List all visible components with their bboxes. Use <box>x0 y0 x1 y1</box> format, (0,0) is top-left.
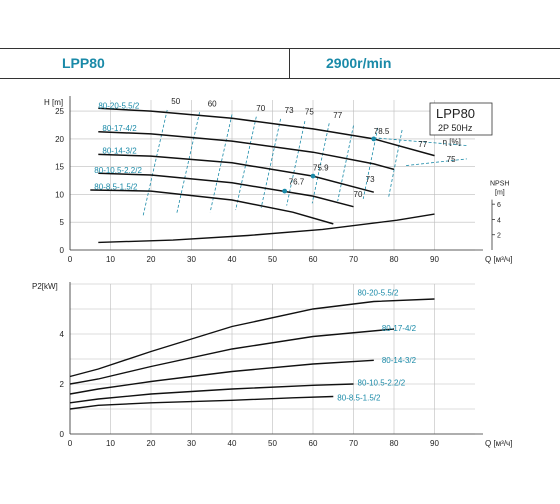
x-tick-label: 0 <box>68 439 73 448</box>
x-tick-label: 10 <box>106 439 115 448</box>
legend-box-title: LPP80 <box>436 106 475 121</box>
y-axis-label: H [m] <box>44 98 63 107</box>
header-top-rule <box>0 48 560 49</box>
series-label: 80-14-3/2 <box>382 356 417 365</box>
npsh-tick-label: 4 <box>497 217 501 224</box>
series-label: 80-8.5-1.5/2 <box>337 393 381 402</box>
npsh-label: NPSH <box>490 181 509 188</box>
head-chart: 0 10 20 30 40 50 60 70 80 90 0 5 10 15 20 25H [m] Q [м³/… <box>44 96 512 264</box>
series-label: 80-10.5-2.2/2 <box>94 166 142 175</box>
npsh-tick-label: 6 <box>497 202 501 209</box>
efficiency-iso-line <box>286 121 306 206</box>
x-tick-label: 80 <box>390 439 399 448</box>
x-tick-label: 60 <box>309 255 318 264</box>
efficiency-label: 77 <box>418 140 427 149</box>
efficiency-label: 75.9 <box>313 164 329 173</box>
series-label: 80-20-5.5/2 <box>358 288 399 297</box>
power-chart: 0 10 20 30 40 50 60 70 80 90 0 2 4 P2[kW] Q [м³/ч] 80-2… <box>32 282 512 448</box>
x-tick-label: 20 <box>147 439 156 448</box>
power-curve-line <box>69 359 374 395</box>
header-bar: LPP80 2900r/min <box>0 48 560 79</box>
efficiency-label: 50 <box>171 97 180 106</box>
efficiency-iso-line <box>235 116 257 211</box>
head-curve-line <box>98 107 435 157</box>
power-curve-line <box>69 298 435 378</box>
y-tick-label: 5 <box>60 218 65 227</box>
x-tick-label: 90 <box>430 255 439 264</box>
series-label: 80-20-5.5/2 <box>98 101 139 110</box>
efficiency-iso-line <box>388 129 403 197</box>
y-tick-label: 0 <box>60 246 65 255</box>
series-label: 80-14-3/2 <box>102 146 137 155</box>
head-curve-line <box>98 130 395 171</box>
x-axis-label: Q [м³/ч] <box>485 255 512 264</box>
y-tick-label: 20 <box>55 135 64 144</box>
power-curve-line <box>69 395 334 410</box>
x-tick-label: 40 <box>228 255 237 264</box>
efficiency-iso-line <box>260 118 281 208</box>
x-tick-label: 30 <box>187 255 196 264</box>
legend-box <box>429 102 493 136</box>
efficiency-iso-line <box>337 125 354 202</box>
header-separator <box>289 48 290 78</box>
header-bottom-rule <box>0 78 560 79</box>
series-label: 80-17-4/2 <box>382 324 417 333</box>
efficiency-iso-line <box>311 123 330 204</box>
efficiency-iso-line <box>142 109 168 217</box>
x-tick-label: 20 <box>147 255 156 264</box>
speed-title: 2900r/min <box>326 55 392 71</box>
bep-marker <box>282 188 288 194</box>
x-tick-label: 10 <box>106 255 115 264</box>
efficiency-iso-line <box>176 112 200 215</box>
head-curve-line <box>90 189 334 225</box>
npsh-unit: [m] <box>495 190 505 197</box>
x-tick-label: 70 <box>349 255 358 264</box>
head-curve-line <box>98 172 354 208</box>
bep-marker <box>310 173 316 179</box>
model-title: LPP80 <box>62 55 105 71</box>
npsh-curve <box>98 213 435 244</box>
legend-box-subtitle: 2P 50Hz <box>438 123 473 133</box>
efficiency-label: 77 <box>333 111 342 120</box>
efficiency-label: 76.7 <box>289 177 305 186</box>
efficiency-label: 75 <box>305 107 314 116</box>
efficiency-iso-line <box>373 137 467 146</box>
y-axis-label: P2[kW] <box>32 282 58 291</box>
x-tick-label: 0 <box>68 255 73 264</box>
y-tick-label: 10 <box>55 190 64 199</box>
bep-marker <box>371 136 377 142</box>
x-tick-label: 30 <box>187 439 196 448</box>
y-tick-label: 4 <box>60 330 65 339</box>
series-label: 80-10.5-2.2/2 <box>358 378 406 387</box>
efficiency-label: 60 <box>208 100 217 109</box>
y-tick-label: 2 <box>60 380 65 389</box>
efficiency-iso-line <box>406 158 467 166</box>
npsh-tick-label: 2 <box>497 233 501 240</box>
x-axis-label: Q [м³/ч] <box>485 439 512 448</box>
efficiency-axis-label: η [%] <box>443 137 461 146</box>
power-curve-line <box>69 328 395 385</box>
x-tick-label: 40 <box>228 439 237 448</box>
y-tick-label: 0 <box>60 430 65 439</box>
series-label: 80-8.5-1.5/2 <box>94 182 138 191</box>
series-label: 80-17-4/2 <box>102 124 137 133</box>
head-curve-line <box>98 153 374 193</box>
efficiency-label: 70 <box>256 104 265 113</box>
x-tick-label: 80 <box>390 255 399 264</box>
efficiency-iso-line <box>209 114 233 213</box>
x-tick-label: 70 <box>349 439 358 448</box>
power-curve-line <box>69 383 354 404</box>
y-tick-label: 15 <box>55 163 64 172</box>
efficiency-label: 73 <box>285 106 294 115</box>
x-tick-label: 50 <box>268 439 277 448</box>
efficiency-label: 70 <box>354 190 363 199</box>
efficiency-label: 78.5 <box>374 127 390 136</box>
efficiency-label: 75 <box>447 155 456 164</box>
x-tick-label: 50 <box>268 255 277 264</box>
y-tick-label: 25 <box>55 107 64 116</box>
x-tick-label: 90 <box>430 439 439 448</box>
x-tick-label: 60 <box>309 439 318 448</box>
efficiency-label: 73 <box>366 175 375 184</box>
